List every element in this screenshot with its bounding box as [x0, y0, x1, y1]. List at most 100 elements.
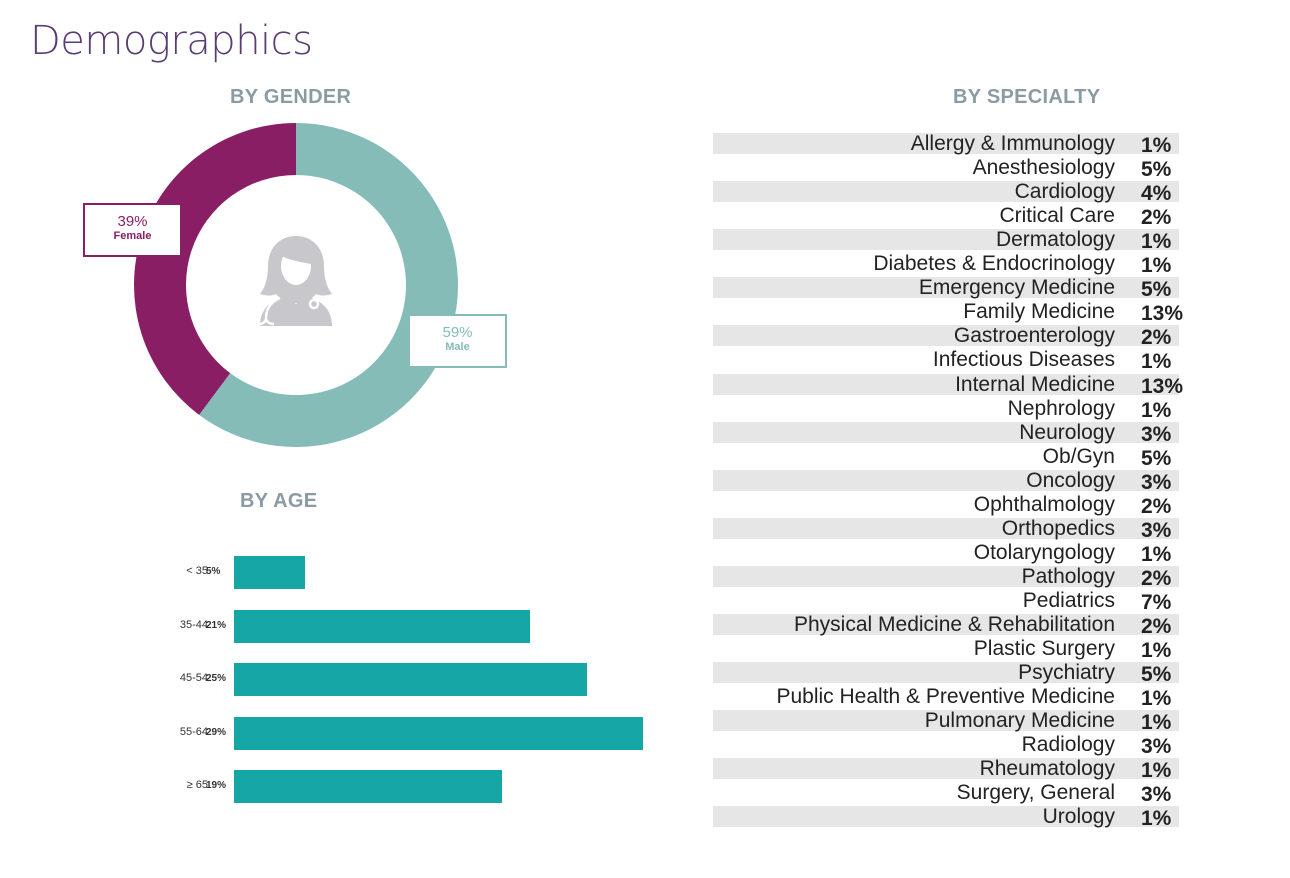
- age-bar: [234, 770, 502, 803]
- age-category-label: 35-44: [179, 618, 208, 631]
- specialty-percent: 3%: [1141, 470, 1172, 494]
- specialty-row: Pediatrics 7%: [713, 588, 1179, 614]
- specialty-name: Ob/Gyn: [1042, 444, 1115, 468]
- male-percent: 59%: [442, 324, 473, 341]
- age-category-label: ≥ 65: [186, 779, 208, 791]
- specialty-row: Ob/Gyn 5%: [713, 444, 1179, 470]
- specialty-percent: 2%: [1141, 206, 1172, 230]
- specialty-name: Physical Medicine & Rehabilitation: [794, 613, 1115, 636]
- specialty-row: Plastic Surgery 1%: [713, 637, 1179, 662]
- specialty-name: Family Medicine: [963, 300, 1115, 324]
- specialty-percent: 1%: [1141, 639, 1172, 663]
- age-value-label: 19%: [206, 780, 227, 791]
- male-label: 59% Male: [408, 314, 507, 368]
- specialty-percent: 2%: [1141, 494, 1172, 518]
- age-row: 35-44 21%: [0, 609, 700, 643]
- specialty-percent: 2%: [1141, 566, 1172, 590]
- specialty-percent: 5%: [1141, 278, 1172, 302]
- age-section-title: BY AGE: [240, 490, 318, 512]
- specialty-name: Pediatrics: [1022, 588, 1115, 612]
- age-bar: [234, 663, 587, 696]
- specialty-percent: 3%: [1141, 783, 1172, 807]
- specialty-row: Cardiology 4%: [713, 180, 1179, 205]
- specialty-percent: 2%: [1141, 615, 1172, 638]
- specialty-name: Neurology: [1019, 420, 1115, 444]
- age-row: 45-54 25%: [0, 663, 700, 696]
- gender-section-title: BY GENDER: [230, 86, 352, 108]
- specialty-row: Pathology 2%: [713, 564, 1179, 590]
- page-title: Demographics: [30, 18, 313, 64]
- specialty-percent: 1%: [1141, 711, 1172, 735]
- specialty-row: Radiology 3%: [713, 733, 1179, 758]
- specialty-name: Anesthesiology: [972, 156, 1115, 180]
- specialty-name: Cardiology: [1014, 180, 1115, 204]
- age-value-label: 21%: [206, 619, 227, 631]
- age-row: 55-64 29%: [0, 716, 700, 750]
- specialty-row: Neurology 3%: [713, 420, 1179, 446]
- age-row: ≥ 65 19%: [0, 770, 700, 803]
- specialty-row: Gastroenterology 2%: [713, 324, 1179, 349]
- specialty-row: Urology 1%: [713, 805, 1179, 830]
- specialty-percent: 1%: [1141, 398, 1172, 422]
- specialty-name: Nephrology: [1007, 396, 1115, 420]
- specialty-percent: 1%: [1141, 542, 1172, 566]
- female-label: 39% Female: [83, 203, 182, 257]
- age-value-label: 25%: [206, 673, 227, 684]
- age-row: < 35 5%: [0, 556, 700, 589]
- age-category-label: 45-54: [179, 672, 208, 684]
- specialty-row: Rheumatology 1%: [713, 757, 1179, 782]
- specialty-name: Radiology: [1021, 733, 1115, 757]
- specialty-percent: 1%: [1141, 254, 1172, 278]
- specialty-row: Surgery, General 3%: [713, 781, 1179, 806]
- donut-slice-male: [199, 123, 458, 447]
- specialty-percent: 3%: [1141, 518, 1172, 542]
- specialty-percent: 7%: [1141, 590, 1172, 614]
- specialty-row: Orthopedics 3%: [713, 516, 1179, 542]
- specialty-name: Rheumatology: [979, 757, 1115, 781]
- specialty-name: Psychiatry: [1018, 661, 1115, 685]
- specialty-percent: 5%: [1141, 158, 1172, 182]
- specialty-percent: 3%: [1141, 735, 1172, 759]
- specialty-name: Plastic Surgery: [973, 637, 1115, 661]
- specialty-name: Pathology: [1021, 564, 1115, 588]
- specialty-name: Ophthalmology: [973, 492, 1115, 516]
- age-value-label: 29%: [206, 726, 227, 738]
- specialty-row: Dermatology 1%: [713, 228, 1179, 253]
- specialty-name: Internal Medicine: [955, 372, 1115, 396]
- specialty-percent: 1%: [1141, 807, 1172, 831]
- specialty-row: Pulmonary Medicine 1%: [713, 709, 1179, 734]
- specialty-name: Orthopedics: [1001, 516, 1115, 540]
- specialty-name: Public Health & Preventive Medicine: [776, 685, 1115, 709]
- specialty-percent: 13%: [1141, 302, 1184, 326]
- specialty-percent: 5%: [1141, 663, 1172, 687]
- donut-slice-female: [133, 122, 296, 415]
- female-name: Female: [113, 230, 152, 242]
- specialty-row: Infectious Diseases 1%: [713, 348, 1179, 373]
- age-category-label: < 35: [186, 565, 208, 577]
- specialty-percent: 1%: [1141, 759, 1172, 783]
- specialty-row: Psychiatry 5%: [713, 661, 1179, 686]
- specialty-percent: 2%: [1141, 326, 1172, 350]
- specialty-row: Public Health & Preventive Medicine 1%: [713, 685, 1179, 710]
- female-doctor-icon: [259, 236, 332, 326]
- specialty-row: Oncology 3%: [713, 468, 1179, 494]
- specialty-row: Ophthalmology 2%: [713, 492, 1179, 518]
- specialty-row: Emergency Medicine 5%: [713, 276, 1179, 301]
- specialty-name: Emergency Medicine: [918, 276, 1115, 300]
- specialty-section-title: BY SPECIALTY: [953, 86, 1101, 108]
- specialty-name: Allergy & Immunology: [910, 132, 1115, 155]
- gender-donut-chart: [133, 122, 458, 447]
- specialty-row: Internal Medicine 13%: [713, 372, 1183, 398]
- specialty-row: Nephrology 1%: [713, 396, 1179, 422]
- specialty-name: Diabetes & Endocrinology: [873, 252, 1115, 276]
- age-bar: [234, 716, 643, 750]
- age-bar: [234, 556, 305, 589]
- specialty-percent: 1%: [1141, 230, 1172, 254]
- specialty-name: Urology: [1042, 805, 1115, 829]
- specialty-row: Diabetes & Endocrinology 1%: [713, 252, 1179, 277]
- specialty-row: Critical Care 2%: [713, 204, 1179, 229]
- specialty-name: Oncology: [1026, 468, 1115, 492]
- age-category-label: 55-64: [179, 725, 208, 738]
- specialty-percent: 5%: [1141, 446, 1172, 470]
- specialty-row: Anesthesiology 5%: [713, 156, 1179, 181]
